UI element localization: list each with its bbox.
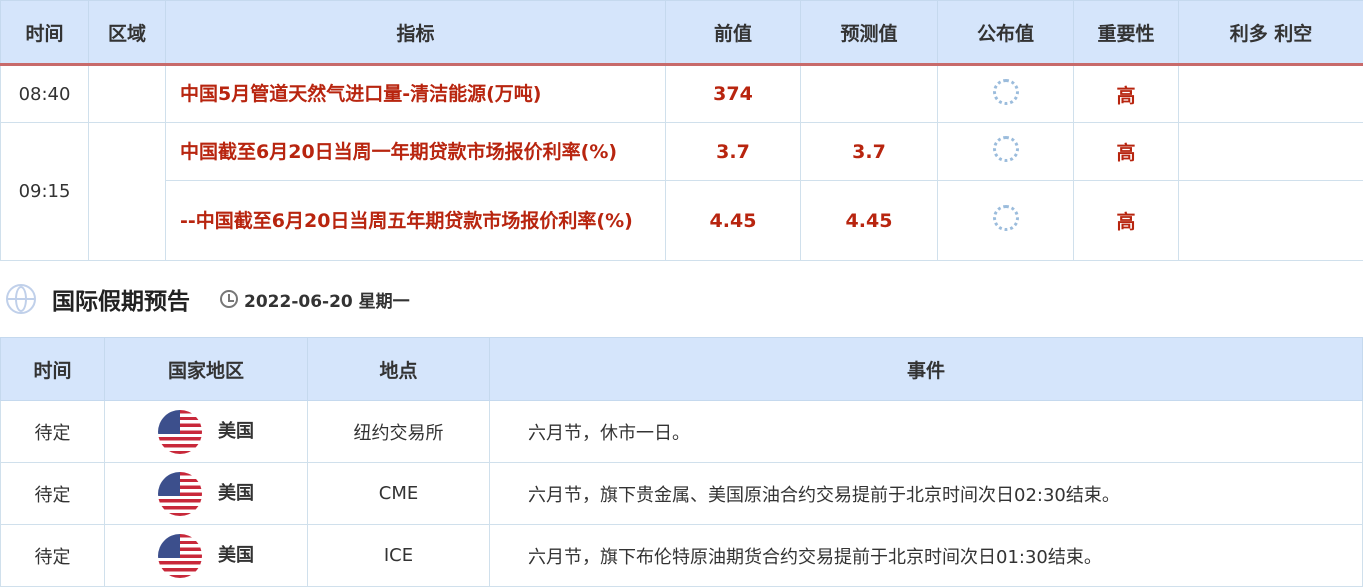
event: 六月节，休市一日。 bbox=[490, 401, 1363, 463]
us-flag-icon bbox=[158, 472, 202, 516]
time: 09:15 bbox=[1, 123, 89, 261]
forecast: 3.7 bbox=[801, 123, 938, 181]
table-row: 08:40 中国5月管道天然气进口量-清洁能源(万吨) 374 高 bbox=[1, 65, 1363, 123]
holiday-table: 时间 国家地区 地点 事件 待定 美国 纽约交易所 六月节，休市一日。 待定 美… bbox=[0, 337, 1363, 587]
col-actual: 公布值 bbox=[938, 1, 1074, 65]
place: ICE bbox=[308, 525, 490, 587]
country: 美国 bbox=[105, 463, 308, 525]
col-event: 事件 bbox=[490, 338, 1363, 401]
col-place: 地点 bbox=[308, 338, 490, 401]
loading-icon bbox=[993, 205, 1019, 231]
section-date: 2022-06-20 星期一 bbox=[244, 287, 410, 312]
country-name: 美国 bbox=[218, 545, 254, 566]
col-indicator: 指标 bbox=[166, 1, 666, 65]
place: CME bbox=[308, 463, 490, 525]
event: 六月节，旗下布伦特原油期货合约交易提前于北京时间次日01:30结束。 bbox=[490, 525, 1363, 587]
loading-icon bbox=[993, 136, 1019, 162]
actual bbox=[938, 123, 1074, 181]
us-flag-icon bbox=[158, 534, 202, 578]
col-impact: 利多 利空 bbox=[1179, 1, 1363, 65]
col-time: 时间 bbox=[1, 338, 105, 401]
time: 待定 bbox=[1, 463, 105, 525]
table-row: --中国截至6月20日当周五年期贷款市场报价利率(%) 4.45 4.45 高 bbox=[1, 181, 1363, 261]
table-row: 09:15 中国截至6月20日当周一年期贷款市场报价利率(%) 3.7 3.7 … bbox=[1, 123, 1363, 181]
region bbox=[89, 123, 166, 261]
impact bbox=[1179, 123, 1363, 181]
col-forecast: 预测值 bbox=[801, 1, 938, 65]
importance: 高 bbox=[1074, 65, 1179, 123]
previous: 3.7 bbox=[666, 123, 801, 181]
previous: 4.45 bbox=[666, 181, 801, 261]
previous: 374 bbox=[666, 65, 801, 123]
table-row: 待定 美国 纽约交易所 六月节，休市一日。 bbox=[1, 401, 1363, 463]
table-row: 待定 美国 CME 六月节，旗下贵金属、美国原油合约交易提前于北京时间次日02:… bbox=[1, 463, 1363, 525]
place: 纽约交易所 bbox=[308, 401, 490, 463]
impact bbox=[1179, 181, 1363, 261]
loading-icon bbox=[993, 79, 1019, 105]
col-time: 时间 bbox=[1, 1, 89, 65]
table-row: 待定 美国 ICE 六月节，旗下布伦特原油期货合约交易提前于北京时间次日01:3… bbox=[1, 525, 1363, 587]
col-country: 国家地区 bbox=[105, 338, 308, 401]
time: 待定 bbox=[1, 525, 105, 587]
globe-icon bbox=[6, 284, 36, 314]
forecast bbox=[801, 65, 938, 123]
importance: 高 bbox=[1074, 123, 1179, 181]
col-previous: 前值 bbox=[666, 1, 801, 65]
impact bbox=[1179, 65, 1363, 123]
country-name: 美国 bbox=[218, 421, 254, 442]
importance: 高 bbox=[1074, 181, 1179, 261]
time: 待定 bbox=[1, 401, 105, 463]
economic-calendar-table: 时间 区域 指标 前值 预测值 公布值 重要性 利多 利空 08:40 中国5月… bbox=[0, 0, 1363, 261]
country: 美国 bbox=[105, 525, 308, 587]
actual bbox=[938, 181, 1074, 261]
actual bbox=[938, 65, 1074, 123]
indicator-link[interactable]: --中国截至6月20日当周五年期贷款市场报价利率(%) bbox=[166, 181, 666, 261]
forecast: 4.45 bbox=[801, 181, 938, 261]
country: 美国 bbox=[105, 401, 308, 463]
col-importance: 重要性 bbox=[1074, 1, 1179, 65]
region bbox=[89, 65, 166, 123]
col-region: 区域 bbox=[89, 1, 166, 65]
clock-icon bbox=[220, 290, 238, 308]
indicator-link[interactable]: 中国截至6月20日当周一年期贷款市场报价利率(%) bbox=[166, 123, 666, 181]
indicator-link[interactable]: 中国5月管道天然气进口量-清洁能源(万吨) bbox=[166, 65, 666, 123]
us-flag-icon bbox=[158, 410, 202, 454]
time: 08:40 bbox=[1, 65, 89, 123]
country-name: 美国 bbox=[218, 483, 254, 504]
holiday-section-header: 国际假期预告 2022-06-20 星期一 bbox=[0, 261, 1363, 337]
section-title: 国际假期预告 bbox=[52, 282, 190, 316]
event: 六月节，旗下贵金属、美国原油合约交易提前于北京时间次日02:30结束。 bbox=[490, 463, 1363, 525]
